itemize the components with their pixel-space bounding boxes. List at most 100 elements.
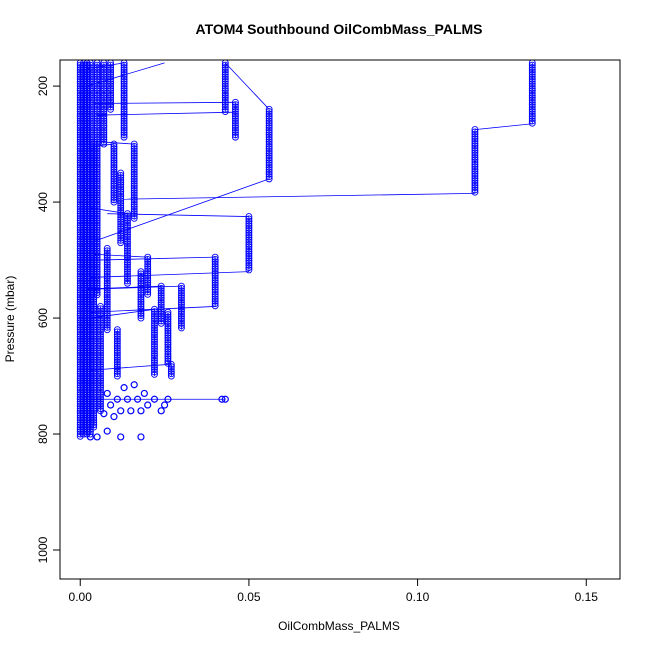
data-point: [76, 261, 84, 269]
data-point: [221, 96, 229, 104]
data-point: [177, 298, 185, 306]
data-point: [76, 110, 84, 118]
data-point: [113, 367, 121, 375]
data-point: [76, 312, 84, 320]
connector-line: [124, 192, 475, 200]
data-point: [100, 64, 108, 71]
data-point: [76, 122, 84, 129]
data-point: [117, 195, 125, 203]
data-point: [124, 270, 131, 278]
data-point: [265, 163, 273, 171]
data-point: [76, 268, 84, 276]
data-point: [120, 96, 128, 104]
data-point: [76, 187, 84, 194]
data-point: [76, 430, 84, 438]
data-point: [76, 78, 84, 85]
data-point: [110, 191, 118, 199]
data-point: [76, 374, 84, 382]
data-point: [117, 174, 125, 182]
data-point: [97, 342, 104, 350]
data-point: [130, 198, 138, 206]
data-point: [144, 265, 152, 273]
data-point: [103, 319, 111, 327]
data-point: [97, 381, 104, 389]
data-point: [93, 71, 101, 78]
data-point: [76, 293, 84, 301]
data-point: [120, 124, 128, 132]
data-point: [107, 75, 115, 83]
data-point: [107, 94, 115, 102]
data-point: [97, 303, 104, 310]
data-point: [211, 272, 219, 280]
data-point: [107, 98, 115, 106]
data-point: [157, 310, 165, 318]
data-point: [471, 156, 479, 164]
data-point: [221, 73, 229, 81]
data-point: [151, 333, 158, 341]
data-point: [164, 311, 172, 319]
chart-title: ATOM4 Southbound OilCombMass_PALMS: [196, 21, 483, 37]
data-point: [76, 170, 84, 178]
data-point: [130, 175, 138, 183]
data-point: [265, 173, 273, 181]
data-point: [151, 345, 158, 353]
data-point: [100, 68, 108, 76]
data-point: [76, 291, 84, 299]
data-point: [97, 328, 104, 336]
data-point: [130, 214, 138, 222]
data-point: [120, 101, 128, 109]
data-point: [76, 66, 84, 74]
data-point: [103, 268, 111, 276]
data-point: [76, 119, 84, 127]
data-point: [76, 152, 84, 160]
data-point: [76, 221, 84, 229]
data-point: [231, 129, 239, 136]
data-point: [528, 91, 536, 99]
data-point: [137, 275, 145, 283]
data-column: [221, 60, 229, 116]
data-point: [93, 119, 101, 127]
data-point: [117, 216, 125, 223]
data-point: [137, 293, 145, 301]
data-point: [76, 105, 84, 113]
data-point: [76, 275, 84, 283]
data-point: [177, 282, 185, 290]
data-point: [130, 196, 138, 204]
data-point: [76, 145, 84, 153]
data-point: [97, 367, 104, 375]
data-point: [93, 433, 101, 441]
data-point: [130, 182, 138, 190]
data-point: [76, 247, 84, 255]
data-point: [107, 401, 115, 409]
data-point: [110, 196, 118, 204]
data-point: [93, 64, 101, 71]
connector-line: [93, 101, 236, 104]
data-point: [177, 285, 185, 292]
data-point: [265, 168, 273, 176]
data-point: [177, 287, 185, 295]
data-point: [211, 256, 219, 263]
data-point: [164, 334, 172, 342]
data-point: [221, 75, 229, 83]
data-point: [117, 183, 125, 191]
data-point: [97, 370, 104, 378]
data-point: [93, 73, 101, 81]
data-point: [76, 196, 84, 204]
data-point: [93, 94, 101, 102]
data-point: [103, 245, 111, 252]
data-point: [245, 243, 253, 251]
data-point: [97, 314, 104, 322]
data-point: [471, 149, 479, 157]
data-point: [117, 218, 125, 226]
data-point: [245, 215, 253, 223]
data-point: [211, 293, 219, 301]
data-point: [124, 279, 131, 287]
data-point: [151, 338, 158, 346]
data-point: [164, 341, 172, 349]
data-point: [151, 326, 158, 334]
data-point: [97, 312, 104, 320]
data-point: [164, 355, 172, 363]
data-point: [110, 145, 118, 153]
data-column: [107, 60, 115, 113]
data-point: [113, 344, 121, 352]
